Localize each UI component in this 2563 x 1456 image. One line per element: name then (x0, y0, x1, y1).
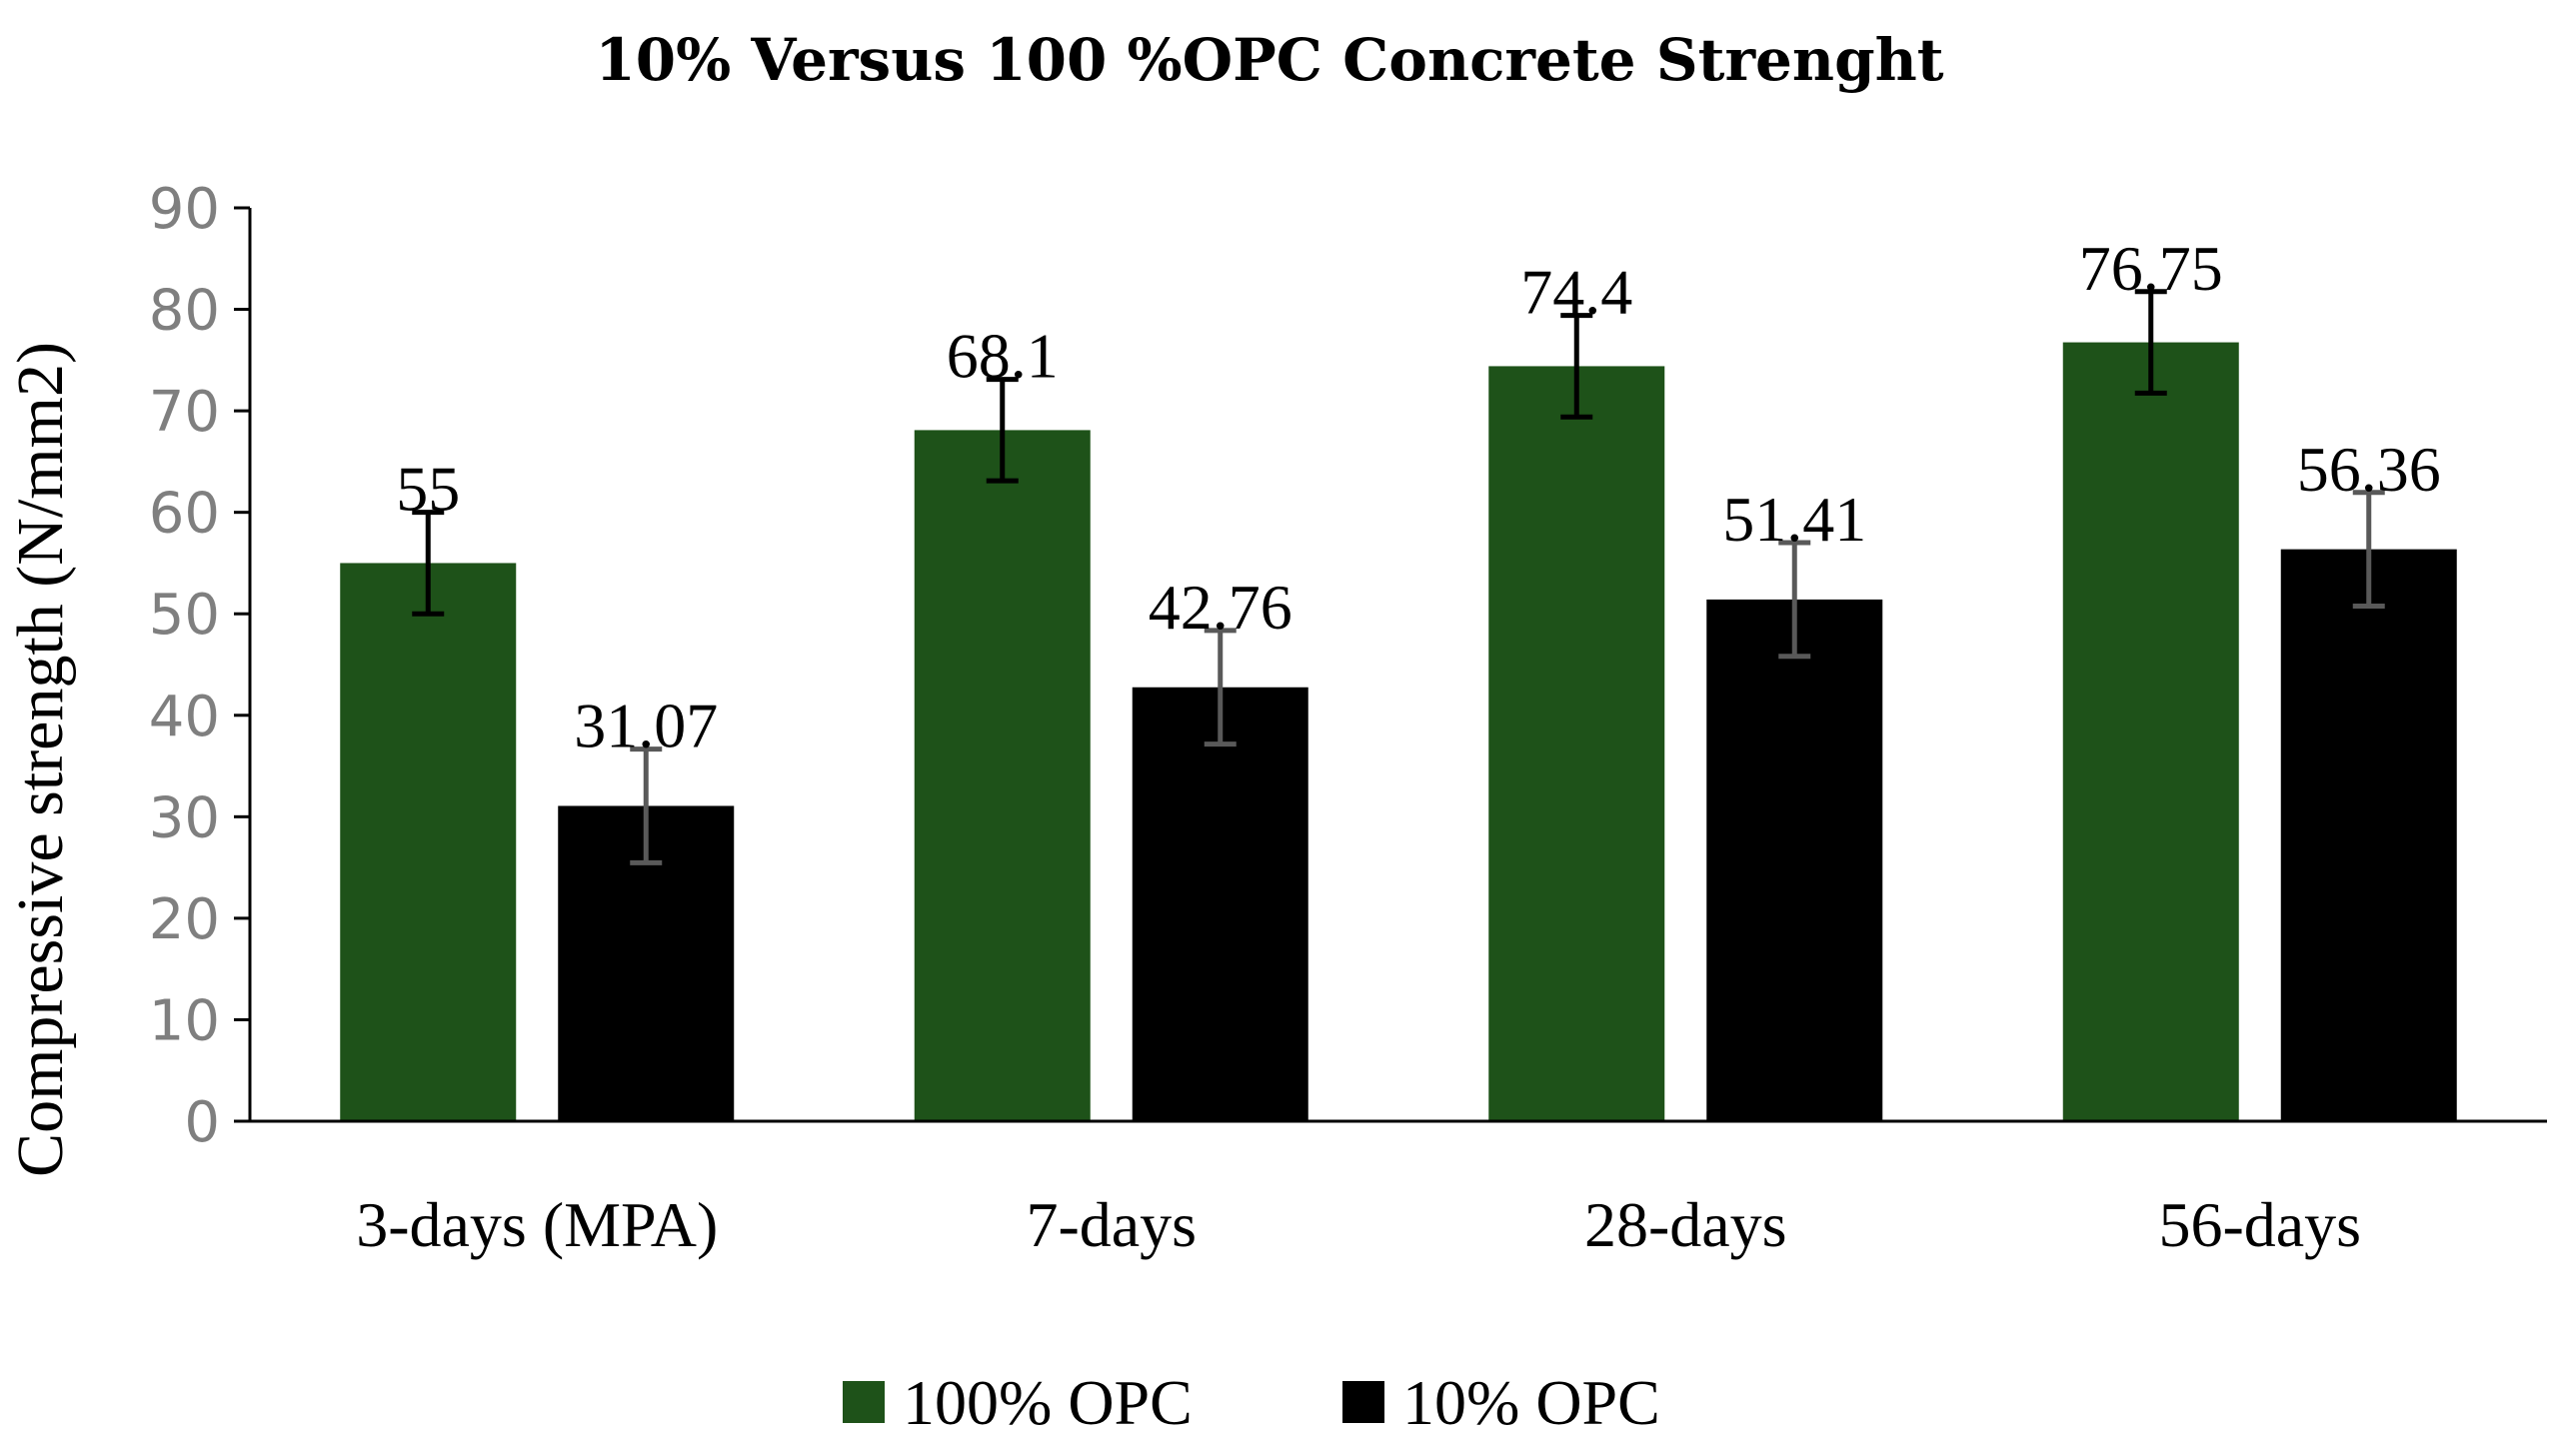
y-tick-label: 80 (149, 279, 220, 344)
bar (2062, 342, 2239, 1121)
data-label: 74.4 (1520, 257, 1632, 328)
x-tick-label: 28-days (1584, 1189, 1787, 1260)
data-label: 55 (396, 454, 460, 525)
data-label: 31.07 (574, 691, 718, 761)
bars (340, 342, 2457, 1122)
data-label: 68.1 (947, 321, 1059, 392)
y-tick-label: 70 (149, 380, 220, 445)
x-axis-ticks: 3-days (MPA) 7-days 28-days 56-days (356, 1189, 2361, 1260)
data-label: 42.76 (1149, 572, 1292, 643)
x-tick-label: 56-days (2158, 1189, 2361, 1260)
bar (340, 563, 517, 1121)
bar (914, 430, 1091, 1121)
bar (2280, 549, 2457, 1121)
y-tick-label: 0 (184, 1090, 220, 1155)
legend-swatch (843, 1381, 885, 1423)
error-bars (412, 289, 2385, 865)
y-tick-label: 50 (149, 583, 220, 648)
axes (248, 208, 2547, 1123)
y-tick-label: 20 (149, 887, 220, 952)
x-tick-label: 7-days (1026, 1189, 1197, 1260)
data-label: 76.75 (2079, 233, 2223, 304)
y-tick-label: 10 (149, 988, 220, 1053)
y-tick-label: 60 (149, 482, 220, 547)
bar (1706, 599, 1883, 1121)
legend-label: 100% OPC (903, 1367, 1193, 1438)
bar (1132, 687, 1308, 1121)
legend: 100% OPC 10% OPC (843, 1367, 1660, 1438)
data-labels: 55 68.1 74.4 76.75 31.07 42.76 51.41 56.36 (396, 233, 2441, 761)
y-axis-label: Compressive strength (N/mm2) (4, 342, 77, 1177)
data-label: 56.36 (2297, 434, 2441, 505)
legend-label: 10% OPC (1402, 1367, 1660, 1438)
y-tick-label: 40 (149, 685, 220, 749)
y-axis-ticks: 0 10 20 30 40 50 60 70 80 90 (149, 177, 250, 1155)
legend-swatch (1342, 1381, 1384, 1423)
x-tick-label: 3-days (MPA) (356, 1189, 718, 1260)
y-tick-label: 30 (149, 785, 220, 850)
y-tick-label: 90 (149, 177, 220, 242)
bar (1488, 366, 1665, 1122)
chart-title: 10% Versus 100 %OPC Concrete Strenght (595, 26, 1943, 94)
data-label: 51.41 (1722, 484, 1866, 555)
